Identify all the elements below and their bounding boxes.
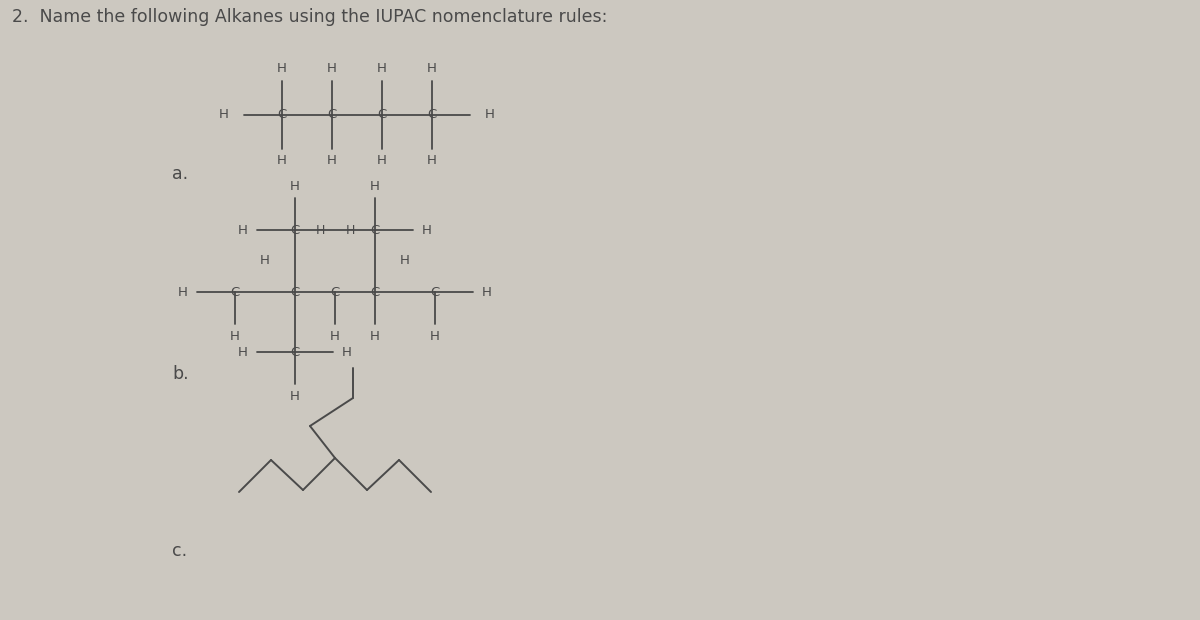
Text: H: H [482,285,492,298]
Text: C: C [230,285,240,298]
Text: C: C [371,285,379,298]
Text: H: H [238,345,248,358]
Text: H: H [427,63,437,76]
Text: H: H [277,154,287,167]
Text: H: H [330,329,340,342]
Text: H: H [370,180,380,192]
Text: b.: b. [172,365,188,383]
Text: C: C [290,285,300,298]
Text: H: H [485,108,494,122]
Text: H: H [328,63,337,76]
Text: H: H [290,180,300,192]
Text: H: H [290,389,300,402]
Text: C: C [290,223,300,236]
Text: H: H [277,63,287,76]
Text: H: H [342,345,352,358]
Text: C: C [431,285,439,298]
Text: H: H [377,154,386,167]
Text: H: H [178,285,188,298]
Text: H: H [238,223,248,236]
Text: H: H [260,254,270,267]
Text: c.: c. [172,542,187,560]
Text: C: C [277,108,287,122]
Text: a.: a. [172,165,188,183]
Text: H: H [427,154,437,167]
Text: H: H [430,329,440,342]
Text: H: H [422,223,432,236]
Text: C: C [328,108,337,122]
Text: C: C [377,108,386,122]
Text: H: H [370,329,380,342]
Text: H: H [377,63,386,76]
Text: H: H [316,223,325,236]
Text: H: H [220,108,229,122]
Text: H: H [328,154,337,167]
Text: C: C [290,345,300,358]
Text: H: H [346,223,355,236]
Text: C: C [371,223,379,236]
Text: C: C [330,285,340,298]
Text: 2.  Name the following Alkanes using the IUPAC nomenclature rules:: 2. Name the following Alkanes using the … [12,8,607,26]
Text: H: H [400,254,410,267]
Text: H: H [230,329,240,342]
Text: C: C [427,108,437,122]
